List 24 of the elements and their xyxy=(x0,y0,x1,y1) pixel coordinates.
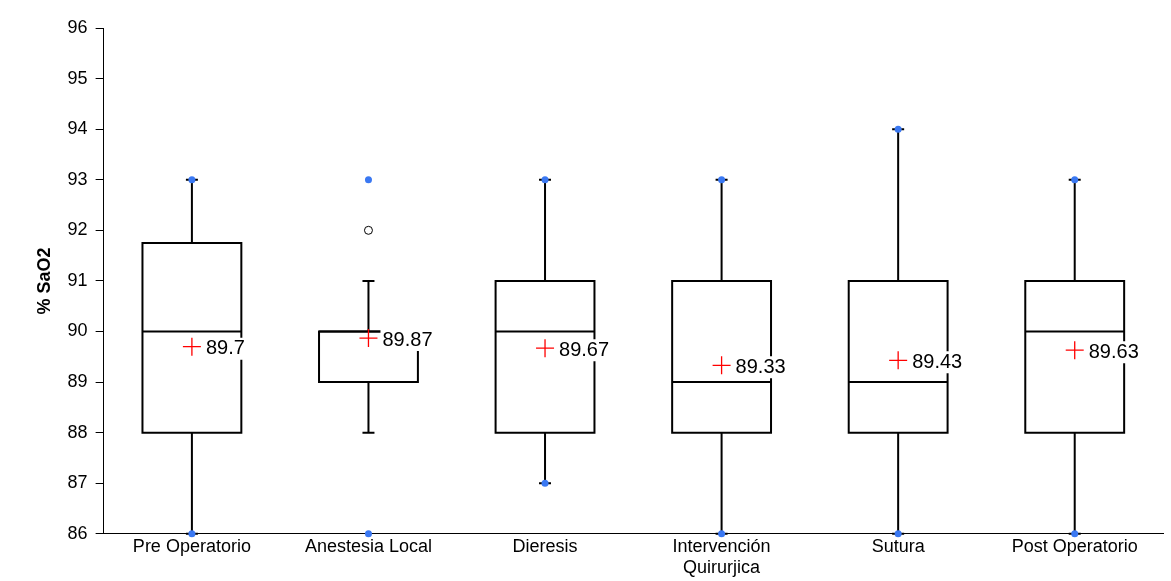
y-tick-label: 94 xyxy=(67,118,88,139)
y-axis-title: % SaO2 xyxy=(33,247,54,315)
y-tick-label: 96 xyxy=(67,16,88,37)
y-tick-label: 86 xyxy=(67,522,88,543)
annotation: 89.7 xyxy=(205,336,245,359)
y-tick-label: 91 xyxy=(67,269,88,290)
annotation: 89.67 xyxy=(559,337,610,360)
x-tick-label: Sutura xyxy=(871,535,926,556)
annotation: 89.43 xyxy=(912,349,963,372)
y-tick-label: 90 xyxy=(67,320,88,341)
y-tick-label: 87 xyxy=(67,472,88,493)
y-tick-label: 89 xyxy=(67,371,88,392)
annotation: 89.87 xyxy=(382,327,433,350)
x-tick-label: Intervención Quirurjica xyxy=(672,535,771,578)
y-tick-label: 92 xyxy=(67,219,88,240)
y-tick-label: 88 xyxy=(67,421,88,442)
annotation: 89.63 xyxy=(1088,339,1139,362)
x-tick-label: Dieresis xyxy=(512,535,578,556)
x-tick-label: Anestesia Local xyxy=(304,535,433,556)
annotation: 89.33 xyxy=(735,354,786,377)
x-tick-label: Post Operatorio xyxy=(1011,535,1138,556)
y-tick-label: 93 xyxy=(67,168,88,189)
x-tick-label: Pre Operatorio xyxy=(132,535,251,556)
y-tick-label: 95 xyxy=(67,67,88,88)
